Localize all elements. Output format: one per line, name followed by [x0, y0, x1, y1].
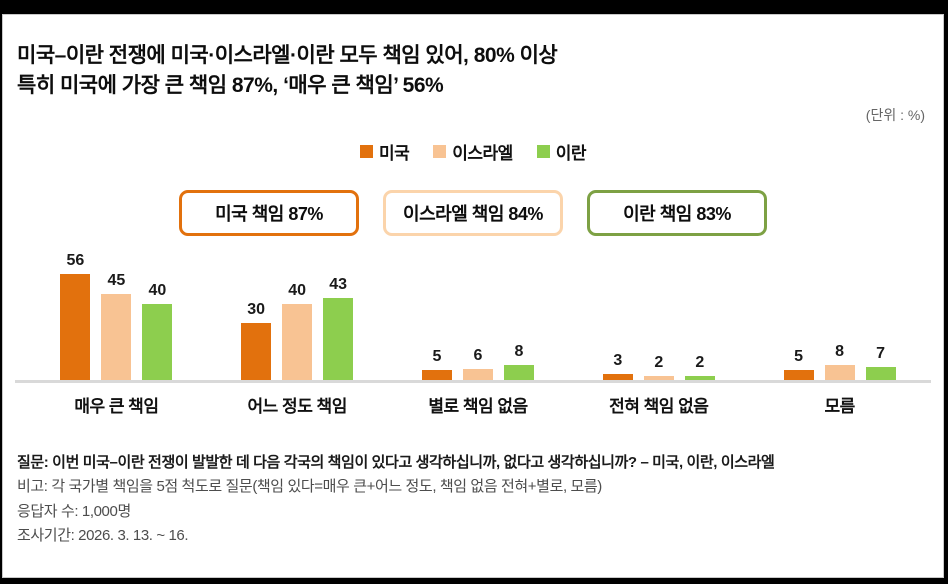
bar-value-label: 2 — [654, 353, 664, 371]
bar-group: 3 2 2 — [568, 351, 749, 380]
bar-value-label: 8 — [514, 342, 524, 360]
bar-value-label: 6 — [473, 346, 483, 364]
bar — [865, 366, 896, 380]
footnote-note: 비고: 각 국가별 책임을 5점 척도로 질문(책임 있다=매우 큰+어느 정도… — [17, 478, 602, 496]
bar — [241, 322, 272, 380]
summary-box: 이스라엘 책임 84% — [383, 189, 563, 236]
bar-column: 2 — [684, 353, 715, 380]
category-label: 매우 큰 책임 — [74, 396, 159, 416]
legend-swatch-icon — [536, 144, 550, 158]
chart-title-line2: 특히 미국에 가장 큰 책임 87%, ‘매우 큰 책임’ 56% — [17, 73, 444, 97]
bar — [503, 364, 534, 380]
summary-box: 미국 책임 87% — [179, 189, 359, 236]
legend-swatch-icon — [359, 144, 373, 158]
bar-group: 56 45 40 — [26, 251, 207, 380]
bar-column: 3 — [602, 351, 633, 380]
bar — [101, 293, 132, 380]
bar — [462, 368, 493, 380]
legend-swatch-icon — [433, 144, 447, 158]
bar — [824, 364, 855, 380]
bar-column: 5 — [421, 347, 452, 380]
bar-column: 6 — [462, 346, 493, 380]
bar-column: 40 — [142, 281, 173, 380]
bar-group: 5 8 7 — [749, 342, 930, 380]
footnote-respondents: 응답자 수: 1,000명 — [17, 502, 131, 520]
bar — [323, 297, 354, 380]
bar-chart: 56 45 40 30 40 43 5 6 8 3 2 2 5 8 7 — [26, 236, 930, 380]
bar-value-label: 45 — [107, 271, 126, 289]
legend-item: 미국 — [359, 139, 410, 164]
bar-column: 7 — [865, 344, 896, 380]
report-card: 미국–이란 전쟁에 미국·이스라엘·이란 모두 책임 있어, 80% 이상 특히… — [2, 14, 944, 578]
bar-column: 43 — [323, 275, 354, 380]
bar-group: 5 6 8 — [388, 342, 569, 380]
bar-column: 40 — [282, 281, 313, 380]
bar — [282, 303, 313, 380]
chart-legend: 미국 이스라엘 이란 — [3, 139, 943, 164]
legend-label: 이스라엘 — [452, 143, 513, 163]
unit-label: (단위 : %) — [865, 106, 925, 123]
footnote-question: 질문: 이번 미국–이란 전쟁이 발발한 데 다음 각국의 책임이 있다고 생각… — [17, 453, 775, 471]
bar-column: 45 — [101, 271, 132, 380]
bar-value-label: 3 — [613, 351, 623, 369]
bar-column: 8 — [824, 342, 855, 380]
footnote-period: 조사기간: 2026. 3. 13. ~ 16. — [17, 527, 189, 545]
summary-box: 이란 책임 83% — [587, 189, 767, 236]
chart-title-line1: 미국–이란 전쟁에 미국·이스라엘·이란 모두 책임 있어, 80% 이상 — [17, 44, 558, 67]
chart-title: 미국–이란 전쟁에 미국·이스라엘·이란 모두 책임 있어, 80% 이상 특히… — [17, 41, 923, 101]
bar-value-label: 40 — [148, 281, 167, 299]
category-label: 별로 책임 없음 — [428, 396, 528, 416]
bar-value-label: 56 — [66, 251, 85, 269]
bar — [783, 369, 814, 380]
bar-group: 30 40 43 — [207, 275, 388, 380]
bar-value-label: 40 — [288, 281, 307, 299]
category-label: 전혀 책임 없음 — [609, 396, 709, 416]
bar-value-label: 43 — [329, 275, 348, 293]
bar-column: 2 — [643, 353, 674, 380]
bar — [421, 369, 452, 380]
bar-value-label: 7 — [876, 344, 886, 362]
legend-item: 이란 — [536, 139, 587, 164]
bar-value-label: 2 — [695, 353, 705, 371]
bar — [684, 375, 715, 380]
legend-label: 이란 — [555, 143, 587, 163]
category-labels: 매우 큰 책임 어느 정도 책임 별로 책임 없음 전혀 책임 없음 모름 — [26, 392, 930, 417]
bar-column: 56 — [60, 251, 91, 380]
bar-column: 5 — [783, 347, 814, 380]
bar — [142, 303, 173, 380]
bar-column: 30 — [241, 300, 272, 380]
category-label: 어느 정도 책임 — [247, 396, 348, 416]
category-label: 모름 — [824, 396, 855, 416]
bar — [602, 373, 633, 380]
x-axis-line — [15, 379, 931, 383]
legend-item: 이스라엘 — [433, 139, 513, 164]
summary-boxes: 미국 책임 87% 이스라엘 책임 84% 이란 책임 83% — [3, 189, 943, 236]
bar-column: 8 — [503, 342, 534, 380]
bar-value-label: 8 — [835, 342, 845, 360]
bar-value-label: 30 — [247, 300, 266, 318]
footnotes: 질문: 이번 미국–이란 전쟁이 발발한 데 다음 각국의 책임이 있다고 생각… — [17, 451, 923, 549]
bar — [643, 375, 674, 380]
bar — [60, 273, 91, 380]
bar-value-label: 5 — [432, 347, 442, 365]
legend-label: 미국 — [378, 143, 410, 163]
bar-value-label: 5 — [794, 347, 804, 365]
